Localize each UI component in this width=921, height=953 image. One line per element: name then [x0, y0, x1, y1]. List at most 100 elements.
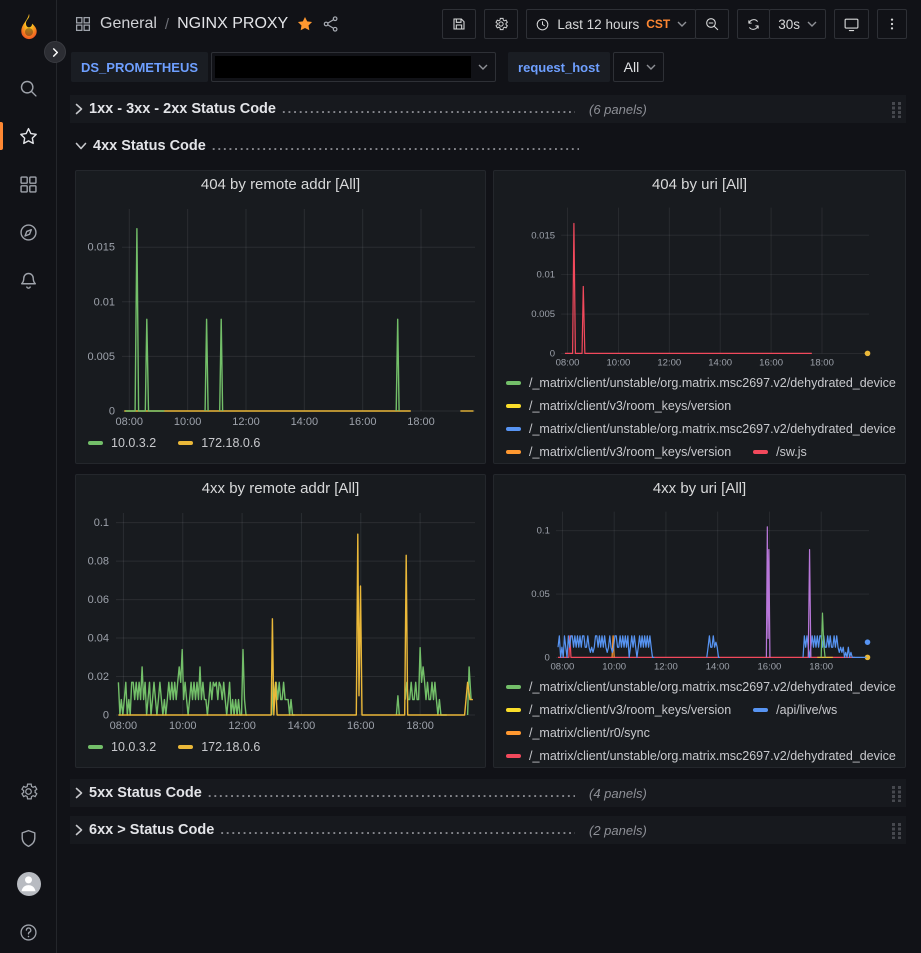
datasource-variable-select[interactable] — [211, 52, 497, 82]
svg-text:12:00: 12:00 — [228, 720, 256, 732]
help-icon[interactable] — [0, 912, 57, 952]
svg-text:14:00: 14:00 — [708, 358, 732, 369]
panel-404-by-uri: 404 by uri [All] 08:00 10:00 12:00 14:00 16:… — [493, 170, 906, 464]
legend-item[interactable]: /_matrix/client/unstable/org.matrix.msc2… — [506, 422, 896, 436]
legend-item[interactable]: /sw.js — [753, 445, 807, 459]
chevron-down-icon — [478, 64, 488, 70]
favorite-star-icon[interactable] — [296, 15, 314, 33]
legend-item[interactable]: 172.18.0.6 — [178, 436, 260, 450]
legend-row: /_matrix/client/unstable/org.matrix.msc2… — [506, 675, 905, 698]
refresh-interval-dropdown[interactable]: 30s — [769, 9, 826, 39]
top-bar: General / NGINX PROXY Last 12 hours CST — [58, 0, 921, 48]
timeseries-chart: 08:00 10:00 12:00 14:00 16:00 18:00 0 0.02 0.04 0… — [88, 513, 475, 732]
legend-series-label: 172.18.0.6 — [201, 739, 261, 754]
dashboard-menu-button[interactable] — [877, 9, 907, 39]
panel-title[interactable]: 4xx by remote addr [All] — [201, 480, 360, 497]
svg-text:08:00: 08:00 — [110, 720, 138, 732]
datasource-value-redacted — [215, 56, 472, 78]
panel-title[interactable]: 4xx by uri [All] — [652, 480, 747, 497]
svg-text:0: 0 — [545, 652, 550, 663]
row-panel-count: (6 panels) — [589, 101, 647, 117]
kebab-menu-icon — [890, 18, 894, 30]
svg-text:0.015: 0.015 — [87, 242, 115, 254]
zoom-out-icon — [706, 18, 719, 31]
legend-item[interactable]: /_matrix/client/unstable/org.matrix.msc2… — [506, 376, 896, 390]
zoom-out-time-button[interactable] — [695, 9, 730, 39]
svg-text:0.01: 0.01 — [537, 270, 556, 281]
panel-title[interactable]: 404 by remote addr [All] — [200, 176, 361, 193]
row-title: 6xx > Status Code — [89, 822, 215, 838]
legend-series-swatch — [506, 449, 521, 454]
row-drag-handle[interactable] — [891, 785, 902, 802]
legend-item[interactable]: 10.0.3.2 — [88, 436, 156, 450]
svg-text:14:00: 14:00 — [288, 720, 316, 732]
datasource-variable-label: DS_PROMETHEUS — [71, 52, 209, 82]
time-range-label: Last 12 hours — [557, 16, 640, 32]
svg-text:18:00: 18:00 — [809, 662, 833, 673]
svg-text:10:00: 10:00 — [174, 416, 202, 428]
svg-text:12:00: 12:00 — [654, 662, 678, 673]
explore-compass-icon[interactable] — [0, 212, 57, 252]
cycle-view-mode-button[interactable] — [834, 9, 869, 39]
chevron-right-icon — [75, 103, 83, 115]
legend-item[interactable]: /_matrix/client/v3/room_keys/version — [506, 399, 731, 413]
legend-item[interactable]: 10.0.3.2 — [88, 740, 156, 754]
timeseries-chart: 08:00 10:00 12:00 14:00 16:00 18:00 0 0.005 0.01… — [531, 207, 871, 369]
legend-item[interactable]: /_matrix/client/v3/room_keys/version — [506, 703, 731, 717]
dashboards-icon[interactable] — [0, 164, 57, 204]
panel-4xx-by-uri: 4xx by uri [All] 08:00 10:00 12:00 14:00 16:… — [493, 474, 906, 768]
svg-text:08:00: 08:00 — [116, 416, 144, 428]
legend-row: 10.0.3.2 172.18.0.6 — [88, 735, 485, 758]
request-host-variable-select[interactable]: All — [612, 52, 665, 82]
legend-item[interactable]: /_matrix/client/r0/sync — [506, 726, 650, 740]
svg-text:12:00: 12:00 — [232, 416, 260, 428]
svg-text:16:00: 16:00 — [347, 720, 375, 732]
alerting-bell-icon[interactable] — [0, 260, 57, 300]
server-admin-gear-icon[interactable] — [0, 771, 57, 811]
row-panel-count: (4 panels) — [589, 785, 647, 801]
legend-row: /_matrix/client/unstable/org.matrix.msc2… — [506, 744, 905, 767]
legend-item[interactable]: /_matrix/client/unstable/org.matrix.msc2… — [506, 680, 896, 694]
legend-item[interactable]: /api/live/ws — [753, 703, 837, 717]
time-range-picker[interactable]: Last 12 hours CST — [526, 9, 697, 39]
clock-icon — [537, 18, 549, 30]
panel-legend: /_matrix/client/unstable/org.matrix.msc2… — [494, 369, 905, 463]
row-header-4xx[interactable]: 4xx Status Code.........................… — [70, 132, 906, 160]
svg-text:0: 0 — [103, 710, 109, 722]
legend-row: /_matrix/client/unstable/org.matrix.msc2… — [506, 417, 905, 440]
row-leader-dots: ........................................… — [211, 138, 579, 153]
row-drag-handle[interactable] — [891, 101, 902, 118]
legend-series-label: /_matrix/client/unstable/org.matrix.msc2… — [529, 375, 896, 390]
legend-item[interactable]: /_matrix/client/v3/room_keys/version — [506, 445, 731, 459]
legend-series-label: /api/live/ws — [776, 702, 838, 717]
row-header-6xx[interactable]: 6xx > Status Code.......................… — [70, 816, 906, 844]
grafana-logo-icon[interactable] — [15, 12, 43, 40]
refresh-button[interactable] — [737, 9, 771, 39]
legend-item[interactable]: 172.18.0.6 — [178, 740, 260, 754]
starred-dashboards-icon[interactable] — [0, 116, 57, 156]
chevron-down-icon — [807, 21, 817, 27]
share-icon[interactable] — [322, 15, 340, 33]
row-header-1xx-3xx-2xx[interactable]: 1xx - 3xx - 2xx Status Code.............… — [70, 95, 906, 123]
legend-row: /_matrix/client/v3/room_keys/version/sw.… — [506, 440, 905, 463]
row-drag-handle[interactable] — [891, 822, 902, 839]
admin-shield-icon[interactable] — [0, 818, 57, 858]
row-header-5xx[interactable]: 5xx Status Code.........................… — [70, 779, 906, 807]
panels-grid: 404 by remote addr [All] 08:00 10:00 12:00… — [75, 170, 906, 768]
legend-series-swatch — [506, 753, 521, 758]
legend-series-swatch — [88, 440, 103, 445]
legend-series-label: 10.0.3.2 — [111, 435, 157, 450]
user-avatar[interactable] — [0, 864, 57, 904]
breadcrumb-folder[interactable]: General — [100, 15, 157, 32]
chevron-right-icon — [75, 824, 83, 836]
legend-series-swatch — [506, 426, 521, 431]
search-icon[interactable] — [0, 68, 57, 108]
legend-item[interactable]: /_matrix/client/unstable/org.matrix.msc2… — [506, 749, 896, 763]
save-dashboard-button[interactable] — [442, 9, 477, 39]
sidebar-expand-button[interactable] — [44, 41, 66, 63]
panel-title[interactable]: 404 by uri [All] — [651, 176, 748, 193]
monitor-icon — [844, 18, 859, 31]
dashboard-settings-button[interactable] — [484, 9, 519, 39]
legend-series-label: /_matrix/client/unstable/org.matrix.msc2… — [529, 679, 896, 694]
breadcrumb: General / NGINX PROXY — [74, 15, 340, 33]
